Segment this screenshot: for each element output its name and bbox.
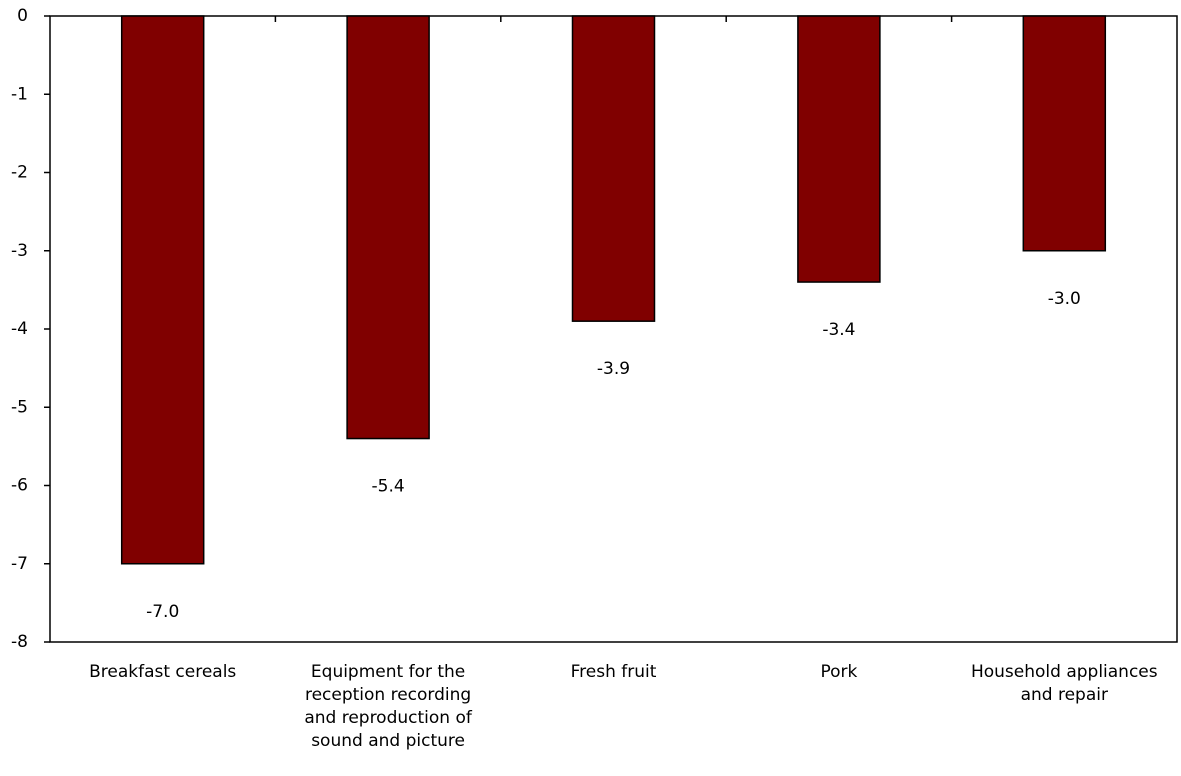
bar xyxy=(120,15,205,565)
x-tick-label: Breakfast cereals xyxy=(89,662,236,682)
y-tick-label: -3 xyxy=(11,241,28,261)
y-tick-label: -4 xyxy=(11,319,28,339)
x-tick-label: Pork xyxy=(820,662,857,682)
bar xyxy=(797,15,881,283)
y-tick-label: -7 xyxy=(11,554,28,574)
y-tick-label: 0 xyxy=(17,6,28,26)
y-tick-label: -6 xyxy=(11,476,28,496)
value-label: -3.0 xyxy=(1048,289,1081,309)
y-tick-label: -8 xyxy=(11,632,28,652)
bar xyxy=(346,15,430,440)
value-label: -3.4 xyxy=(822,320,855,340)
x-tick-label: Fresh fruit xyxy=(571,662,657,682)
bar xyxy=(571,15,656,322)
y-tick-label: -5 xyxy=(11,397,28,417)
value-label: -7.0 xyxy=(146,602,179,622)
x-tick-label: Equipment for the reception recording and … xyxy=(304,662,473,751)
value-label: -5.4 xyxy=(372,477,405,497)
bar xyxy=(1022,15,1107,252)
value-label: -3.9 xyxy=(597,359,630,379)
y-tick-label: -2 xyxy=(11,163,28,183)
y-tick-label: -1 xyxy=(11,84,28,104)
x-tick-label: Household appliances and repair xyxy=(971,662,1158,705)
